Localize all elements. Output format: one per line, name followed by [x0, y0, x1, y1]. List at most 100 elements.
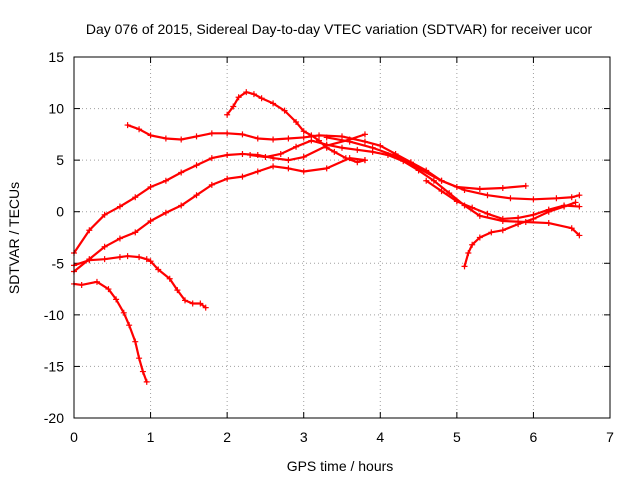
data-point: [308, 132, 315, 139]
data-point: [476, 234, 483, 241]
data-point: [346, 138, 353, 145]
data-point: [178, 202, 185, 209]
x-tick-label: 6: [530, 429, 538, 445]
data-point: [224, 111, 231, 118]
data-point: [530, 211, 537, 218]
data-point: [105, 286, 112, 293]
data-point: [262, 154, 269, 161]
data-point: [113, 296, 120, 303]
data-point: [339, 144, 345, 151]
data-point: [316, 132, 323, 139]
data-point: [576, 232, 583, 239]
plot-area: [71, 89, 583, 385]
x-tick-label: 5: [453, 429, 461, 445]
data-point: [254, 135, 261, 142]
data-point: [224, 175, 231, 182]
data-point: [484, 210, 491, 217]
data-point: [182, 297, 189, 304]
data-point: [300, 128, 307, 135]
data-point: [270, 163, 277, 170]
data-point: [208, 130, 215, 137]
data-point: [270, 136, 277, 143]
data-point: [476, 186, 483, 193]
data-point: [438, 177, 445, 184]
data-point: [423, 177, 430, 184]
data-point: [361, 138, 368, 145]
data-point: [568, 194, 575, 201]
data-point: [78, 281, 85, 288]
data-point: [116, 235, 123, 242]
data-point: [116, 254, 123, 261]
data-point: [369, 144, 376, 151]
data-point: [178, 136, 185, 143]
x-tick-label: 0: [70, 429, 78, 445]
data-point: [499, 215, 506, 222]
data-point: [522, 182, 529, 189]
data-point: [162, 135, 169, 142]
data-point: [415, 165, 422, 172]
chart-title: Day 076 of 2015, Sidereal Day-to-day VTE…: [86, 21, 593, 37]
y-tick-label: -20: [44, 410, 64, 426]
data-point: [392, 153, 399, 160]
data-point: [293, 118, 300, 125]
data-point: [553, 195, 560, 202]
data-point: [499, 227, 506, 234]
data-point: [354, 146, 361, 153]
y-tick-label: 5: [56, 152, 64, 168]
data-point: [545, 206, 552, 213]
data-point: [308, 137, 315, 144]
data-point: [193, 162, 200, 169]
data-point: [178, 169, 185, 176]
data-point: [354, 159, 361, 166]
y-tick-label: -10: [44, 307, 64, 323]
x-tick-label: 7: [606, 429, 614, 445]
data-point: [285, 165, 292, 172]
data-point: [438, 188, 445, 195]
data-point: [101, 211, 108, 218]
data-point: [230, 103, 237, 110]
data-point: [499, 184, 506, 191]
data-point: [469, 241, 476, 248]
data-point: [239, 173, 246, 180]
data-point: [323, 141, 330, 148]
data-point: [300, 154, 307, 161]
data-point: [124, 253, 131, 260]
data-point: [162, 177, 169, 184]
data-point: [469, 204, 476, 211]
data-point: [361, 157, 368, 164]
data-point: [197, 300, 204, 307]
data-point: [285, 157, 292, 164]
data-point: [545, 220, 552, 227]
data-point: [124, 122, 131, 129]
data-point: [247, 151, 254, 158]
data-point: [143, 256, 150, 263]
plot-frame: [73, 56, 611, 419]
data-point: [515, 221, 522, 228]
data-point: [147, 258, 154, 265]
series-track-6: [224, 89, 368, 166]
x-axis-label: GPS time / hours: [287, 458, 394, 474]
data-point: [258, 95, 265, 102]
data-point: [572, 199, 579, 206]
data-point: [561, 202, 568, 209]
data-point: [484, 192, 491, 199]
data-point: [193, 133, 200, 140]
data-point: [530, 196, 537, 203]
series-track-9: [323, 134, 583, 203]
data-point: [568, 225, 575, 232]
data-point: [126, 322, 133, 329]
y-tick-labels: -20 -15 -10 -5 0 5 10 15: [44, 49, 64, 426]
y-tick-label: 10: [48, 101, 64, 117]
data-point: [250, 91, 257, 98]
data-point: [132, 194, 139, 201]
data-point: [239, 150, 246, 157]
data-point: [285, 135, 292, 142]
data-point: [507, 195, 514, 202]
data-point: [136, 254, 143, 261]
data-point: [224, 130, 231, 137]
data-point: [189, 300, 196, 307]
data-point: [281, 107, 288, 114]
data-point: [136, 126, 143, 133]
data-point: [270, 100, 277, 107]
